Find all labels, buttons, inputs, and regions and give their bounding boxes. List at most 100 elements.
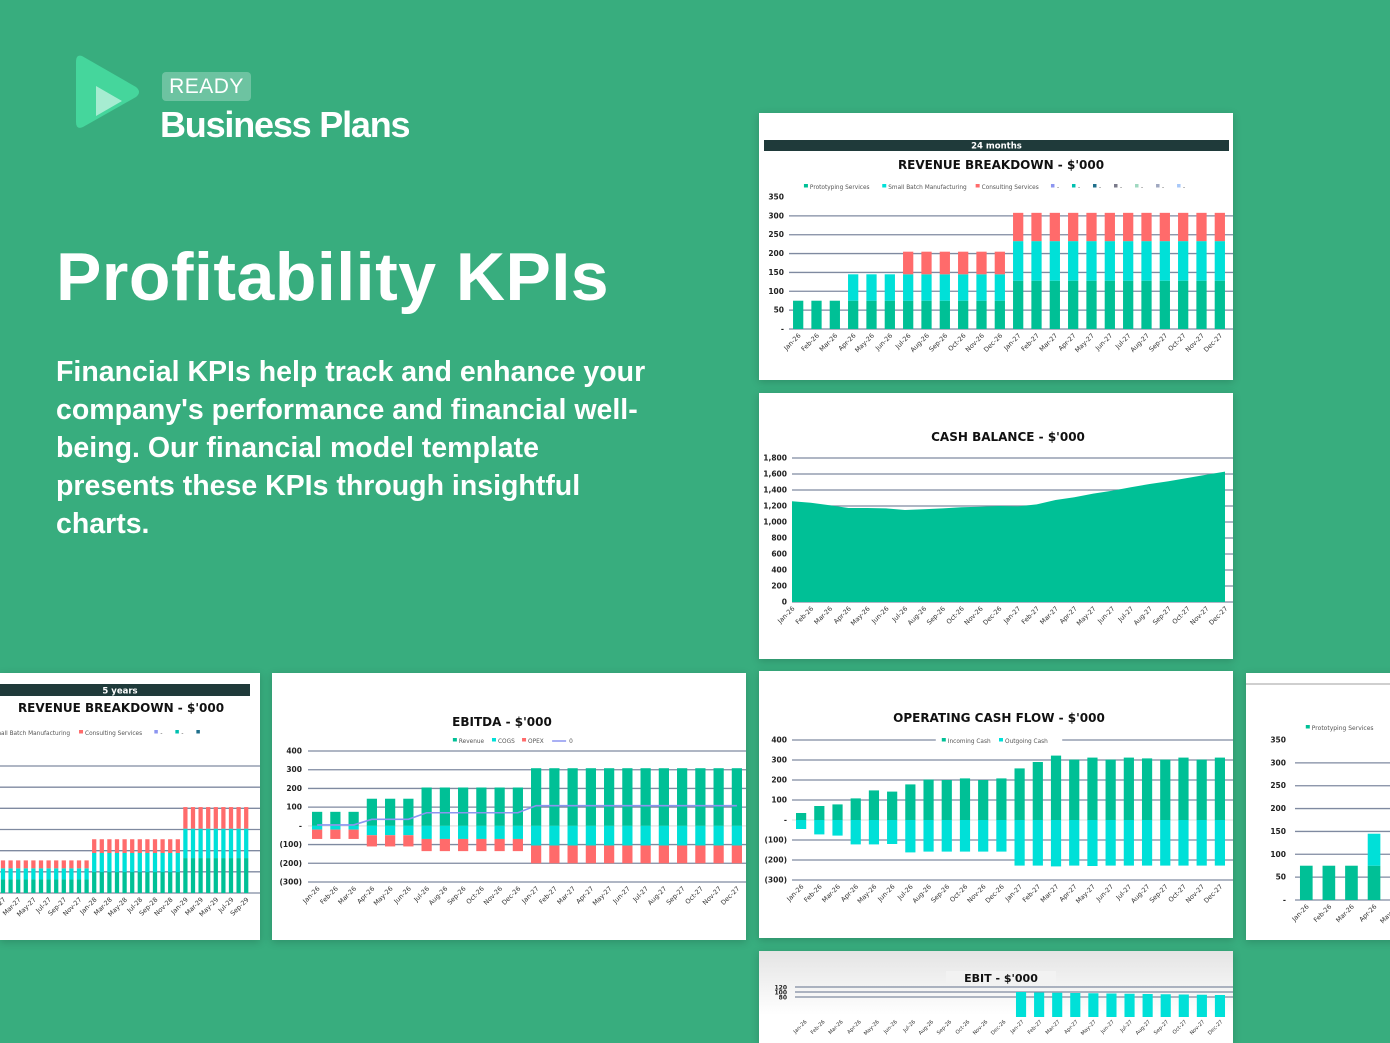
bar-opex — [658, 845, 669, 864]
bar-prototyping-services — [198, 858, 203, 893]
y-tick-label: 400 — [286, 747, 302, 756]
x-tick-label: Jan-27 — [1001, 605, 1022, 626]
header-rule — [1246, 683, 1390, 685]
legend-label: Revenue — [459, 739, 485, 745]
bar-small-batch-manufacturing — [160, 852, 165, 873]
bar-consulting-services — [939, 251, 950, 275]
chart-period-header — [764, 140, 1229, 151]
x-tick-label: Jan-27 — [1003, 883, 1024, 904]
x-tick-label: Oct-27 — [1171, 605, 1192, 626]
area-series — [792, 471, 1225, 602]
bar-prototyping-services — [46, 879, 51, 893]
bar-small-batch-manufacturing — [866, 274, 877, 301]
chart-title: CASH BALANCE - $'000 — [931, 430, 1085, 444]
bar-prototyping-services — [811, 300, 822, 329]
bar-cogs — [731, 825, 742, 846]
bar-revenue — [512, 787, 523, 826]
bar-prototyping-services — [1031, 280, 1042, 329]
bar-incoming-cash — [923, 779, 934, 820]
bar-consulting-services — [1196, 212, 1207, 242]
x-tick-label: Jun-26 — [869, 605, 890, 626]
y-tick-label: 250 — [768, 230, 784, 239]
x-tick-label: Nov-26 — [963, 605, 985, 627]
y-tick-label: 100 — [1270, 850, 1286, 859]
x-tick-label: Dec-26 — [982, 332, 1004, 354]
bar-consulting-services — [92, 839, 97, 853]
y-tick-label: 80 — [779, 995, 787, 1002]
bar-ebit — [1106, 993, 1117, 1017]
revenue-partial-card: - 50 100 150 200 250 300 350 Jan-26 Feb-26 Mar-26 A… — [1246, 673, 1390, 940]
bar-prototyping-services — [168, 872, 173, 893]
bar-prototyping-services — [1141, 280, 1152, 329]
x-tick-label: Jan-27 — [1009, 1019, 1026, 1036]
bar-incoming-cash — [959, 778, 971, 820]
revenue-breakdown-24m-chart: 24 months-50100150200250300350Jan-26Feb-… — [764, 140, 1233, 355]
bar-outgoing-cash — [978, 820, 989, 852]
y-tick-label: 50 — [1276, 873, 1286, 882]
bar-prototyping-services — [1013, 280, 1024, 329]
bar-prototyping-services — [99, 872, 104, 893]
bar-small-batch-manufacturing — [1178, 241, 1189, 281]
cash-balance-card: 0 200 400 600 800 1,000 1,200 1,400 1,600 1,800 Ja… — [759, 393, 1233, 659]
bar-revenue — [640, 768, 651, 826]
x-tick-label: Jun-27 — [1093, 332, 1114, 353]
x-tick-label: May-26 — [853, 332, 876, 355]
y-tick-label: 400 — [771, 566, 787, 575]
x-tick-label: Mar-27 — [555, 885, 577, 907]
x-tick-label: Jun-27 — [1095, 605, 1116, 626]
bar-prototyping-services — [221, 858, 226, 893]
bar-prototyping-services — [1196, 280, 1207, 329]
bar-small-batch-manufacturing — [76, 868, 82, 880]
bar-opex — [494, 838, 505, 852]
bar-opex — [713, 845, 724, 864]
x-tick-label: Aug-26 — [909, 332, 931, 354]
bar-prototyping-services — [213, 858, 218, 893]
bar-revenue — [677, 768, 688, 826]
bar-incoming-cash — [1141, 758, 1153, 820]
bar-consulting-services — [1159, 212, 1170, 242]
bar-revenue — [476, 787, 487, 826]
x-tick-label: Mar-26 — [820, 883, 842, 905]
bar-opex — [604, 845, 615, 864]
bar-prototyping-services — [244, 858, 249, 893]
x-tick-label: Dec-27 — [1207, 605, 1229, 627]
bar-opex — [439, 838, 450, 852]
x-tick-label: Sep-26 — [936, 1019, 953, 1036]
bar-consulting-services — [8, 860, 13, 869]
bar-consulting-services — [46, 860, 51, 869]
legend-label: - — [1120, 185, 1122, 191]
bar-prototyping-services — [16, 879, 21, 893]
x-tick-label: Dec-26 — [990, 1019, 1007, 1036]
bar-revenue — [658, 768, 669, 826]
chart-period-header — [0, 684, 250, 696]
bar-cogs — [622, 825, 633, 846]
revenue-breakdown-5y-card: 5 years Jan-27 Mar-27 May-27 Jul-27 Sep-27 Nov… — [0, 673, 260, 940]
x-tick-label: Feb-27 — [1020, 605, 1041, 626]
y-tick-label: 1,000 — [763, 518, 787, 527]
bar-revenue — [695, 768, 706, 826]
bar-incoming-cash — [832, 804, 843, 820]
bar-prototyping-services — [939, 300, 950, 329]
x-tick-label: Nov-27 — [1184, 332, 1206, 354]
operating-cash-flow-card: (300) (200) (100) - 100 200 300 400 Jan-26 Feb-26… — [759, 671, 1233, 938]
x-tick-label: Mar-27 — [1038, 332, 1060, 354]
bar-consulting-services — [1123, 212, 1134, 242]
bar-prototyping-services — [1123, 280, 1134, 329]
x-tick-label: Aug-26 — [427, 885, 449, 907]
x-tick-label: May-27 — [1073, 332, 1096, 355]
legend-swatch — [1071, 184, 1076, 188]
legend-swatch — [175, 730, 179, 734]
x-tick-label: Mar-26 — [813, 605, 835, 627]
bar-opex — [330, 829, 341, 839]
chart-title: EBITDA - $'000 — [452, 715, 552, 729]
bar-small-batch-manufacturing — [1141, 241, 1152, 281]
bar-small-batch-manufacturing — [994, 274, 1005, 301]
bar-outgoing-cash — [1087, 820, 1098, 866]
y-tick-label: 100 — [771, 796, 787, 805]
bar-incoming-cash — [1160, 759, 1171, 820]
bar-outgoing-cash — [1050, 820, 1062, 867]
y-tick-label: 200 — [768, 249, 784, 258]
bar-opex — [458, 838, 469, 852]
y-tick-label: 120 — [774, 985, 787, 992]
legend-swatch — [803, 184, 808, 188]
